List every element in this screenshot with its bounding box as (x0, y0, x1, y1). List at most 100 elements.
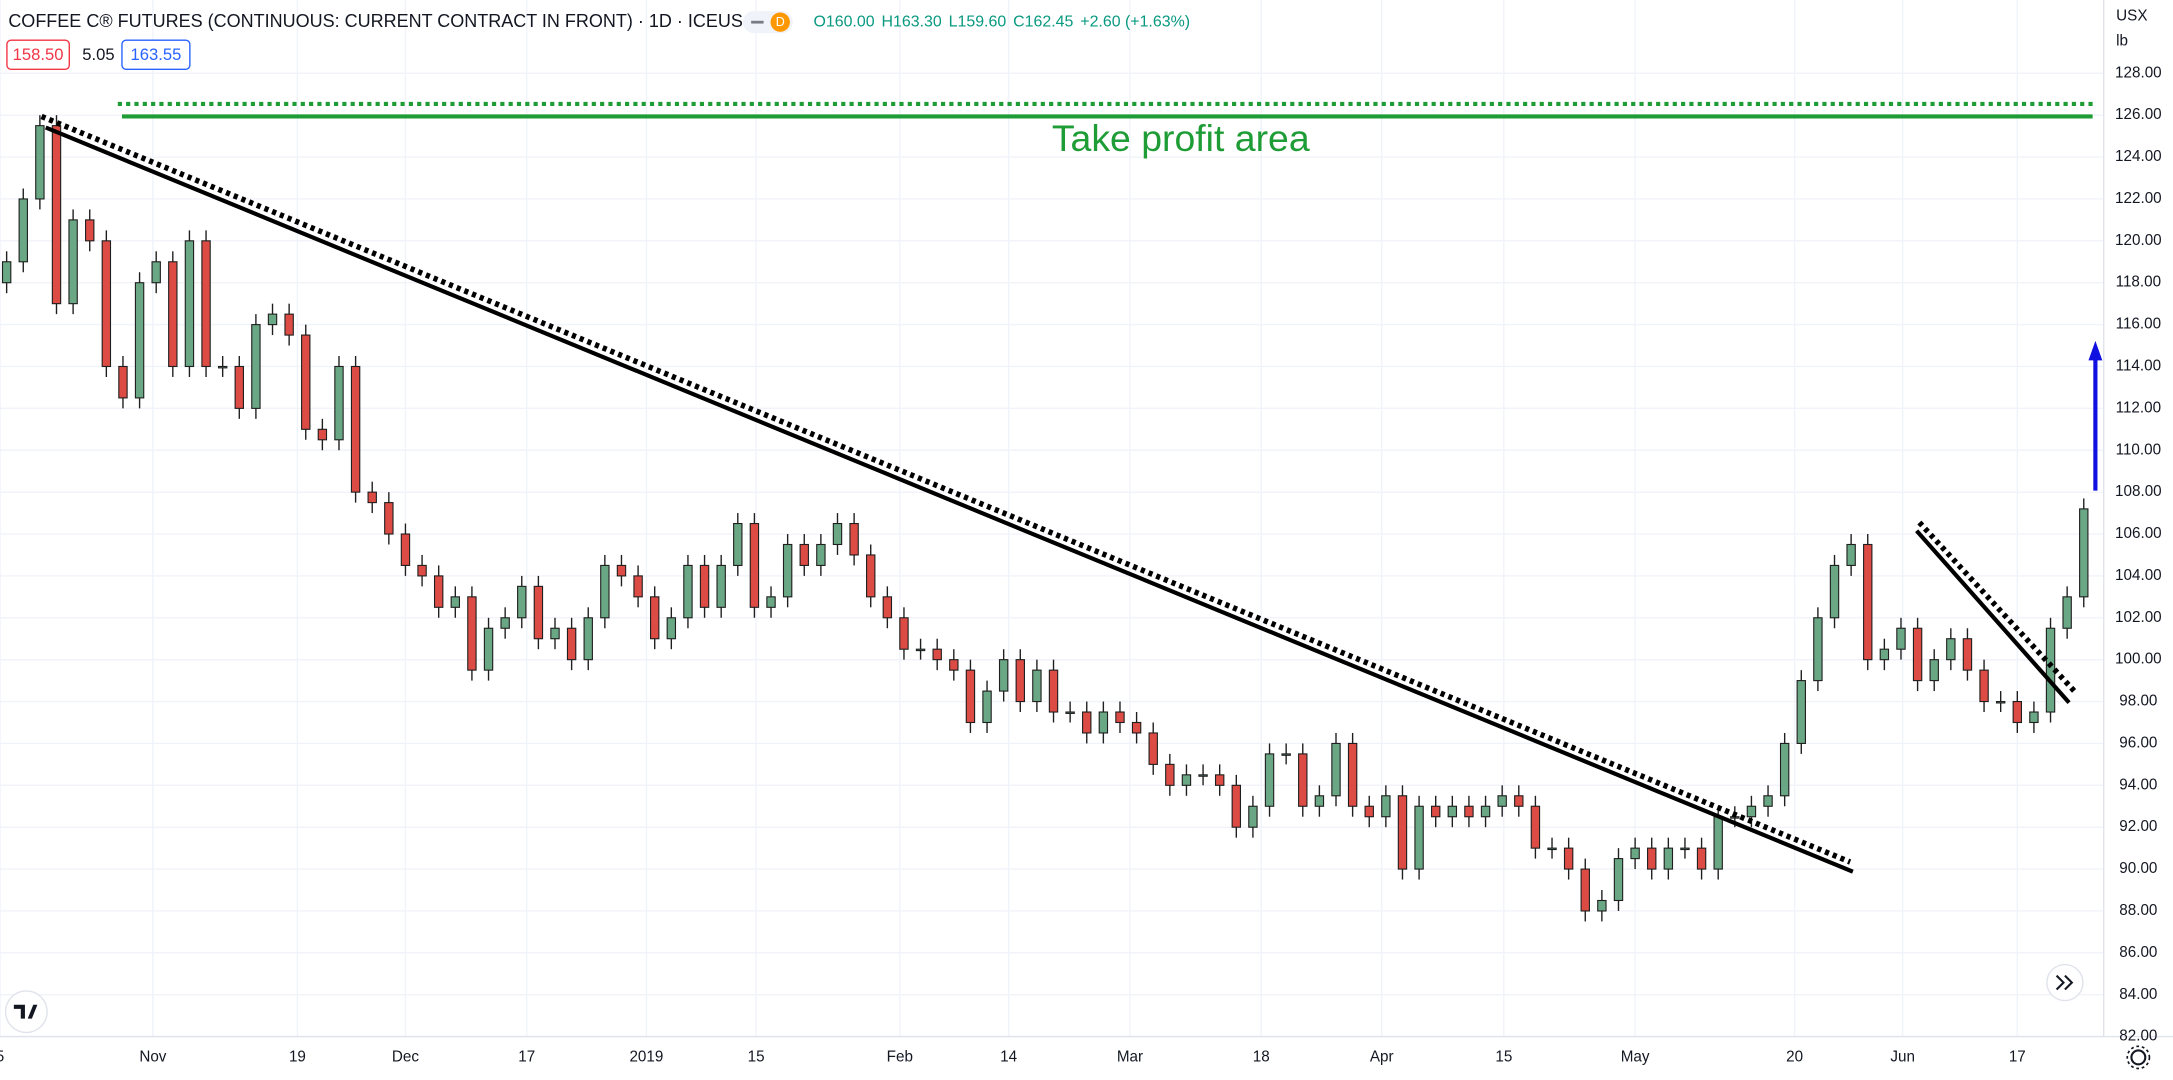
candle-body (1863, 543, 1873, 661)
candle-body (982, 690, 992, 724)
y-tick-label: 120.00 (2115, 232, 2162, 249)
price-box (121, 39, 191, 70)
y-tick-label: 94.00 (2119, 776, 2157, 793)
y-tick-label: 106.00 (2115, 525, 2162, 542)
candle-body (1663, 847, 1674, 870)
badge-dot (770, 12, 790, 32)
candle-body (550, 627, 560, 640)
candle-body (68, 219, 78, 305)
candle-body (151, 261, 161, 284)
x-tick-label: 5 (0, 1048, 4, 1065)
candle-body (1231, 784, 1242, 828)
candle-body (1032, 669, 1042, 703)
candle-body (450, 596, 461, 608)
candle-body (2012, 700, 2023, 724)
candle-body (1713, 816, 1723, 870)
x-tick-label: Jun (1890, 1048, 1915, 1065)
candle-body (334, 365, 344, 441)
candle-body (633, 575, 643, 598)
x-tick-label: Apr (1370, 1048, 1394, 1065)
candle-body (2062, 596, 2072, 629)
candle-body (1165, 763, 1175, 786)
candle-body (35, 125, 45, 200)
candle-body (1613, 858, 1624, 902)
y-tick-label: 104.00 (2115, 567, 2162, 584)
candle-body (1497, 795, 1507, 807)
x-tick-label: 17 (2009, 1048, 2026, 1065)
candle-body (932, 648, 942, 661)
candle-body (1381, 795, 1391, 818)
legend-value: C162.45 (1013, 13, 1073, 30)
candle-body (1530, 805, 1541, 849)
y-tick-label: 92.00 (2119, 818, 2157, 835)
candle-body (1929, 659, 1939, 682)
candle-body (2029, 711, 2039, 724)
currency[interactable]: USX (2116, 8, 2147, 25)
candle-body (1696, 847, 1707, 870)
candle-body (849, 522, 859, 556)
candle-body (217, 365, 228, 369)
candle-body (583, 617, 593, 661)
arrow-head (2088, 340, 2103, 361)
candle-body (1098, 711, 1109, 734)
candle-body (1563, 847, 1574, 870)
candle-body (1198, 774, 1208, 777)
candle-body (716, 564, 726, 608)
legend: O160.00 H163.30 L159.60 C162.45 +2.60 (+1.63… (813, 13, 1190, 30)
candle-body (500, 617, 510, 629)
x-tick-label: Nov (139, 1048, 166, 1065)
candle-body (1397, 795, 1408, 870)
candle-body (1763, 795, 1773, 807)
candle-body (168, 261, 178, 368)
candle-body (101, 240, 112, 368)
y-tick-label: 102.00 (2115, 609, 2162, 626)
unit[interactable]: lb (2116, 33, 2128, 50)
y-tick-label: 86.00 (2119, 944, 2157, 961)
x-tick-label: 15 (1495, 1048, 1512, 1065)
candle-body (400, 533, 411, 566)
candle-body (965, 669, 976, 724)
candle-body (1314, 795, 1325, 807)
candle-body (18, 198, 28, 263)
candle-body (816, 543, 826, 566)
candle-body (799, 543, 809, 566)
candle-body (683, 564, 693, 619)
candle-body (1298, 753, 1308, 807)
logo[interactable] (4, 990, 48, 1034)
x-tick-label: 18 (1253, 1048, 1270, 1065)
candle-body (1979, 669, 1989, 703)
candles (1, 115, 2089, 922)
candle-body (1547, 847, 1557, 851)
candle-body (350, 365, 361, 493)
candle-body (1630, 847, 1640, 860)
candle-body (699, 564, 710, 608)
candle-body (866, 554, 876, 598)
candle-body (284, 313, 294, 336)
trendline (44, 125, 1854, 874)
candle-body (1430, 805, 1441, 818)
candle-body (1, 261, 12, 284)
y-tick-label: 122.00 (2115, 190, 2162, 207)
candle-body (832, 522, 843, 546)
candle-body (367, 491, 377, 504)
candle-body (882, 596, 893, 619)
legend-value: O160.00 (813, 13, 874, 30)
price-axis: 82.00 84.00 86.00 88.00 90.00 92.00 94.00 96.00… (2115, 64, 2162, 1044)
candle-body (483, 627, 494, 671)
candle-body (949, 659, 959, 671)
candle-body (51, 125, 62, 305)
candle-body (85, 219, 95, 242)
price-box-text: 5.05 (82, 45, 114, 64)
x-tick-label: Feb (887, 1048, 913, 1065)
candle-body (2079, 508, 2089, 598)
y-tick-label: 82.00 (2119, 1028, 2157, 1045)
scroll-icon (2055, 974, 2074, 991)
candle-body (1464, 805, 1474, 818)
y-tick-label: 114.00 (2116, 358, 2161, 375)
y-tick-label: 88.00 (2119, 902, 2157, 919)
candle-body (1082, 711, 1092, 734)
candle-body (201, 240, 211, 368)
settings-button[interactable] (2130, 1049, 2147, 1066)
candle-body (134, 282, 145, 399)
candle-body (1962, 638, 1973, 671)
